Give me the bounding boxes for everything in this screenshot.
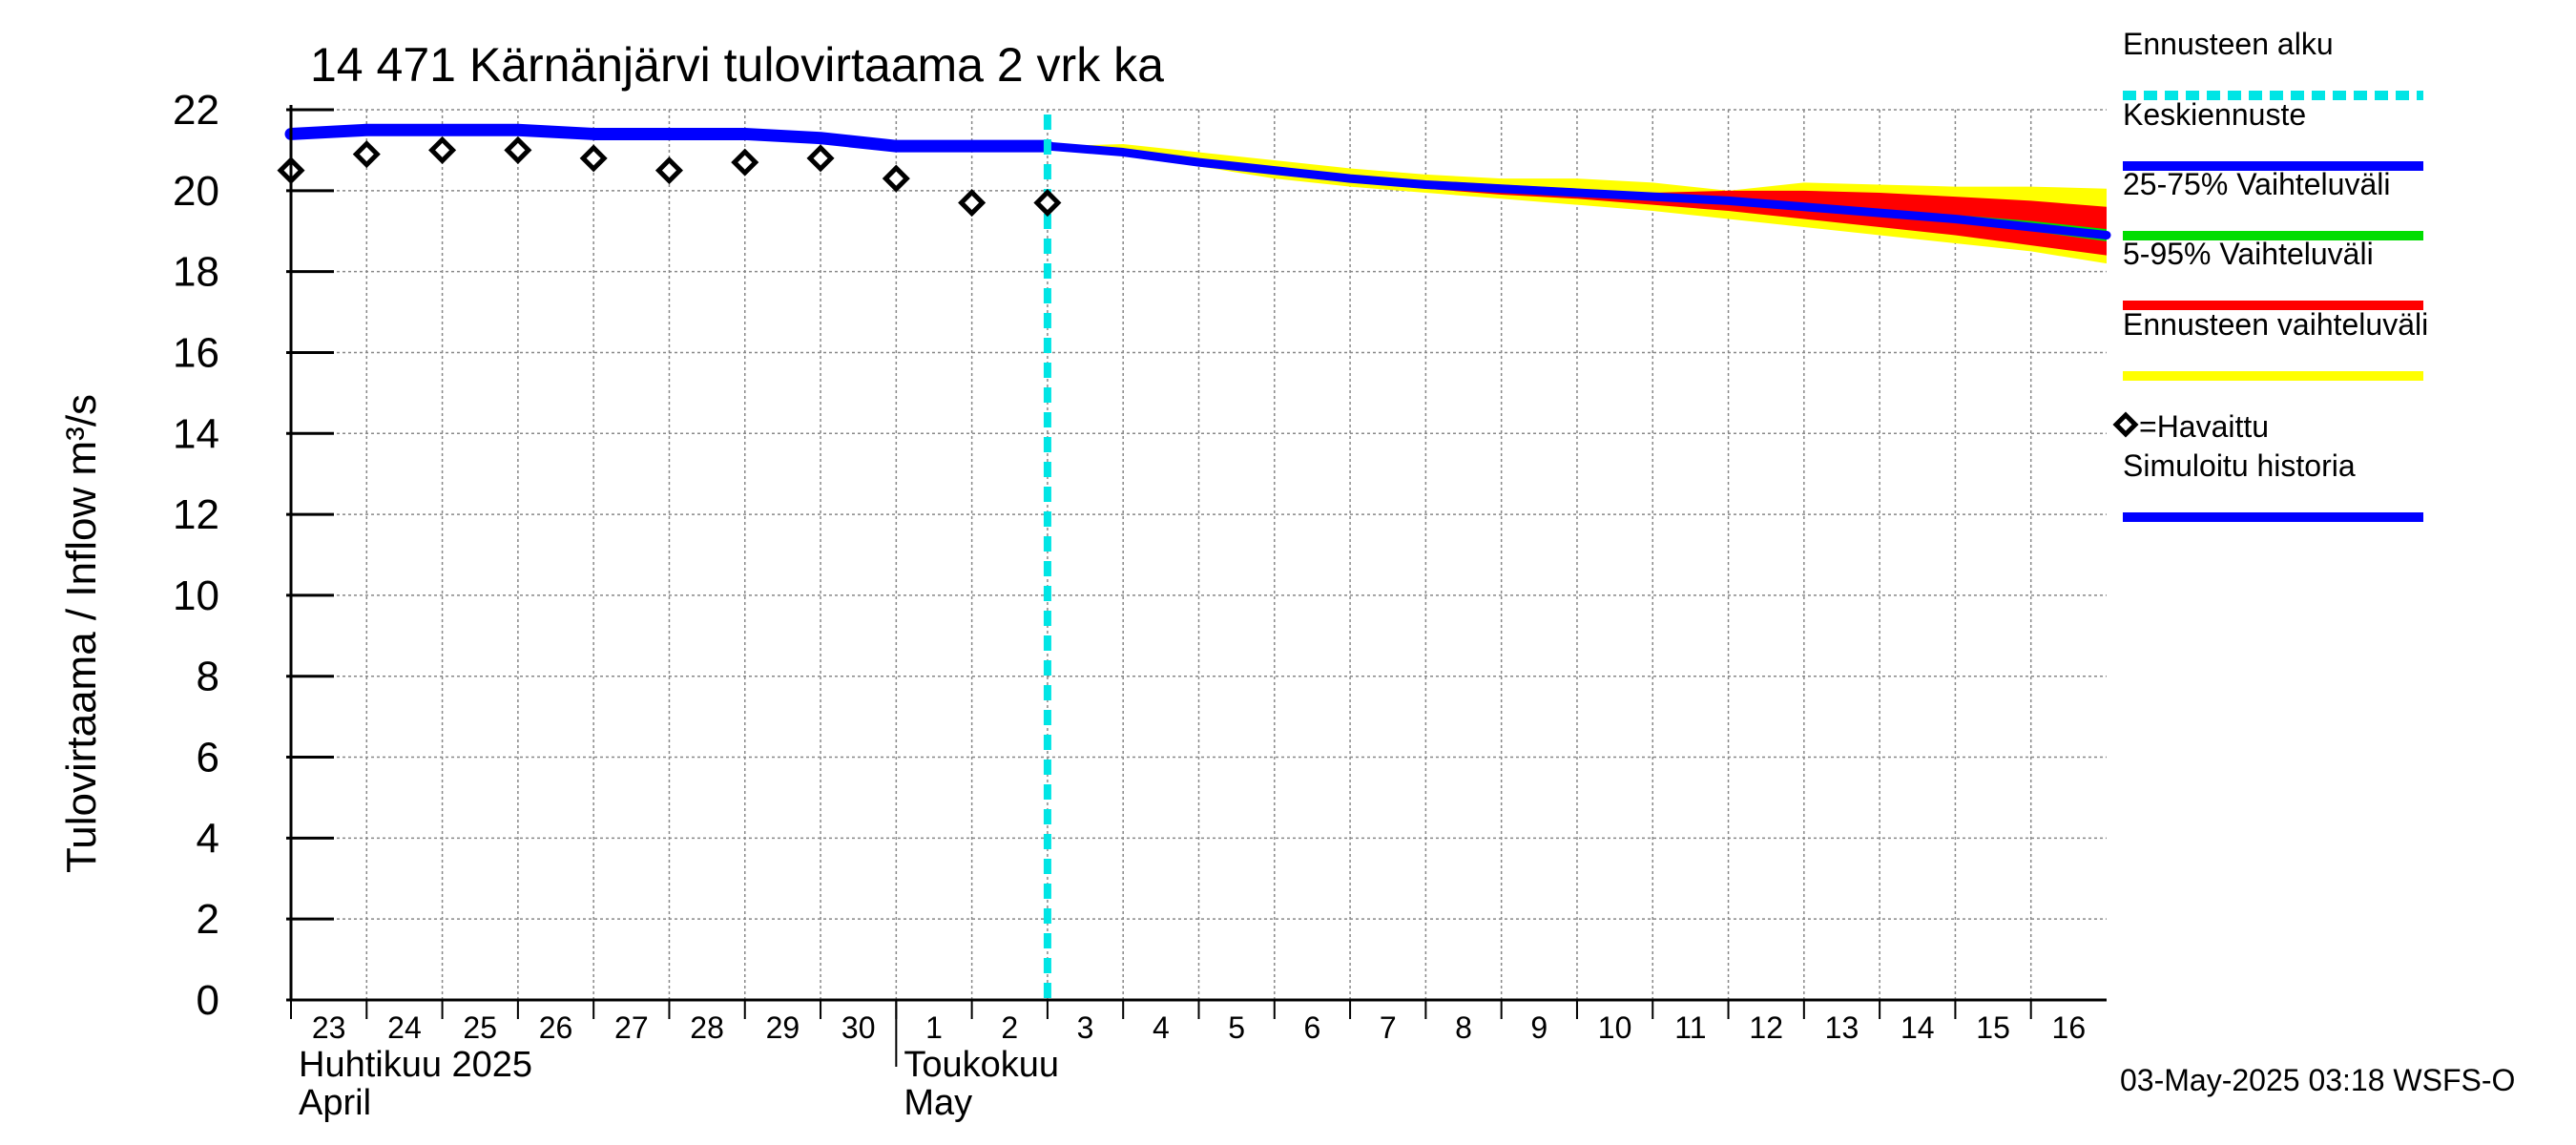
x-tick-label: 3: [1077, 1010, 1094, 1045]
x-tick-label: 14: [1901, 1010, 1935, 1045]
x-tick-label: 9: [1530, 1010, 1548, 1045]
observed-point: [504, 135, 532, 164]
x-tick-label: 30: [841, 1010, 876, 1045]
month-label-en: April: [299, 1083, 371, 1123]
observed-point: [654, 156, 683, 185]
y-axis-label-unit: m³/s: [58, 394, 105, 476]
footer-timestamp: 03-May-2025 03:18 WSFS-O: [2120, 1063, 2515, 1097]
observed-markers: [277, 135, 1062, 218]
x-tick-label: 29: [766, 1010, 800, 1045]
chart-title: 14 471 Kärnänjärvi tulovirtaama 2 vrk ka: [310, 38, 1164, 92]
y-tick-label: 14: [173, 410, 219, 457]
y-tick-label: 20: [173, 168, 219, 215]
observed-point: [428, 135, 457, 164]
x-tick-label: 23: [312, 1010, 346, 1045]
month-label-fi: Huhtikuu 2025: [299, 1045, 532, 1085]
y-axis-label-text: Tulovirtaama / Inflow: [58, 487, 105, 873]
legend-label: Ennusteen alku: [2123, 27, 2334, 61]
x-tick-label: 11: [1674, 1010, 1706, 1045]
observed-point: [731, 148, 759, 177]
y-tick-label: 18: [173, 249, 219, 296]
x-tick-label: 26: [539, 1010, 573, 1045]
observed-point: [579, 144, 608, 173]
y-tick-label: 4: [197, 815, 219, 862]
observed-point: [806, 144, 835, 173]
x-tick-label: 2: [1001, 1010, 1018, 1045]
median-forecast-line: [1043, 141, 2111, 239]
y-tick-label: 0: [197, 977, 219, 1024]
observed-point: [352, 140, 381, 169]
legend-label: Keskiennuste: [2123, 97, 2306, 132]
x-tick-label: 4: [1153, 1010, 1170, 1045]
legend-marker: [2112, 411, 2139, 438]
legend-label: Simuloitu historia: [2123, 448, 2356, 483]
observed-point: [1033, 189, 1062, 218]
x-tick-label: 10: [1598, 1010, 1632, 1045]
simulated-history-line: [284, 123, 1054, 153]
y-axis-label: Tulovirtaama / Inflow m³/s: [58, 394, 105, 873]
legend: Ennusteen alku Keskiennuste 25-75% Vaihtel…: [2112, 27, 2428, 522]
legend-label: 25-75% Vaihteluväli: [2123, 167, 2390, 201]
x-tick-label: 5: [1228, 1010, 1245, 1045]
legend-label: 5-95% Vaihteluväli: [2123, 237, 2374, 271]
x-tick-label: 8: [1455, 1010, 1472, 1045]
legend-label: Ennusteen vaihteluväli: [2123, 307, 2428, 342]
y-axis-label-spacer: [58, 475, 105, 487]
grid: [291, 109, 2107, 1000]
y-tick-label: 8: [197, 654, 219, 700]
legend-label: =Havaittu: [2139, 409, 2269, 444]
y-tick-label: 22: [173, 87, 219, 134]
y-tick-label: 6: [197, 735, 219, 781]
series-lines: [284, 114, 2111, 1000]
x-tick-label: 15: [1976, 1010, 2010, 1045]
y-tick-label: 2: [197, 896, 219, 943]
x-tick-label: 25: [463, 1010, 497, 1045]
x-tick-label: 12: [1749, 1010, 1783, 1045]
x-tick-label: 27: [614, 1010, 649, 1045]
x-tick-label: 6: [1304, 1010, 1321, 1045]
x-ticks: 23 24 25 26 27 28 29 30 1 2 3 4 5 6 7 8 9 10 11 12 13 14 15 16: [290, 1000, 2087, 1045]
y-tick-label: 10: [173, 572, 219, 619]
x-tick-label: 28: [690, 1010, 724, 1045]
month-label-en: May: [904, 1083, 972, 1123]
y-tick-label: 16: [173, 329, 219, 376]
observed-point: [958, 189, 987, 218]
y-ticks: 0 2 4 6 8 10 12 14 16 18 20 22: [173, 87, 334, 1024]
y-tick-label: 12: [173, 491, 219, 538]
x-tick-label: 24: [387, 1010, 422, 1045]
x-tick-label: 16: [2052, 1010, 2087, 1045]
observed-point: [882, 164, 910, 193]
x-tick-label: 7: [1380, 1010, 1397, 1045]
x-tick-label: 1: [925, 1010, 943, 1045]
x-tick-label: 13: [1825, 1010, 1859, 1045]
month-label-fi: Toukokuu: [904, 1045, 1059, 1085]
